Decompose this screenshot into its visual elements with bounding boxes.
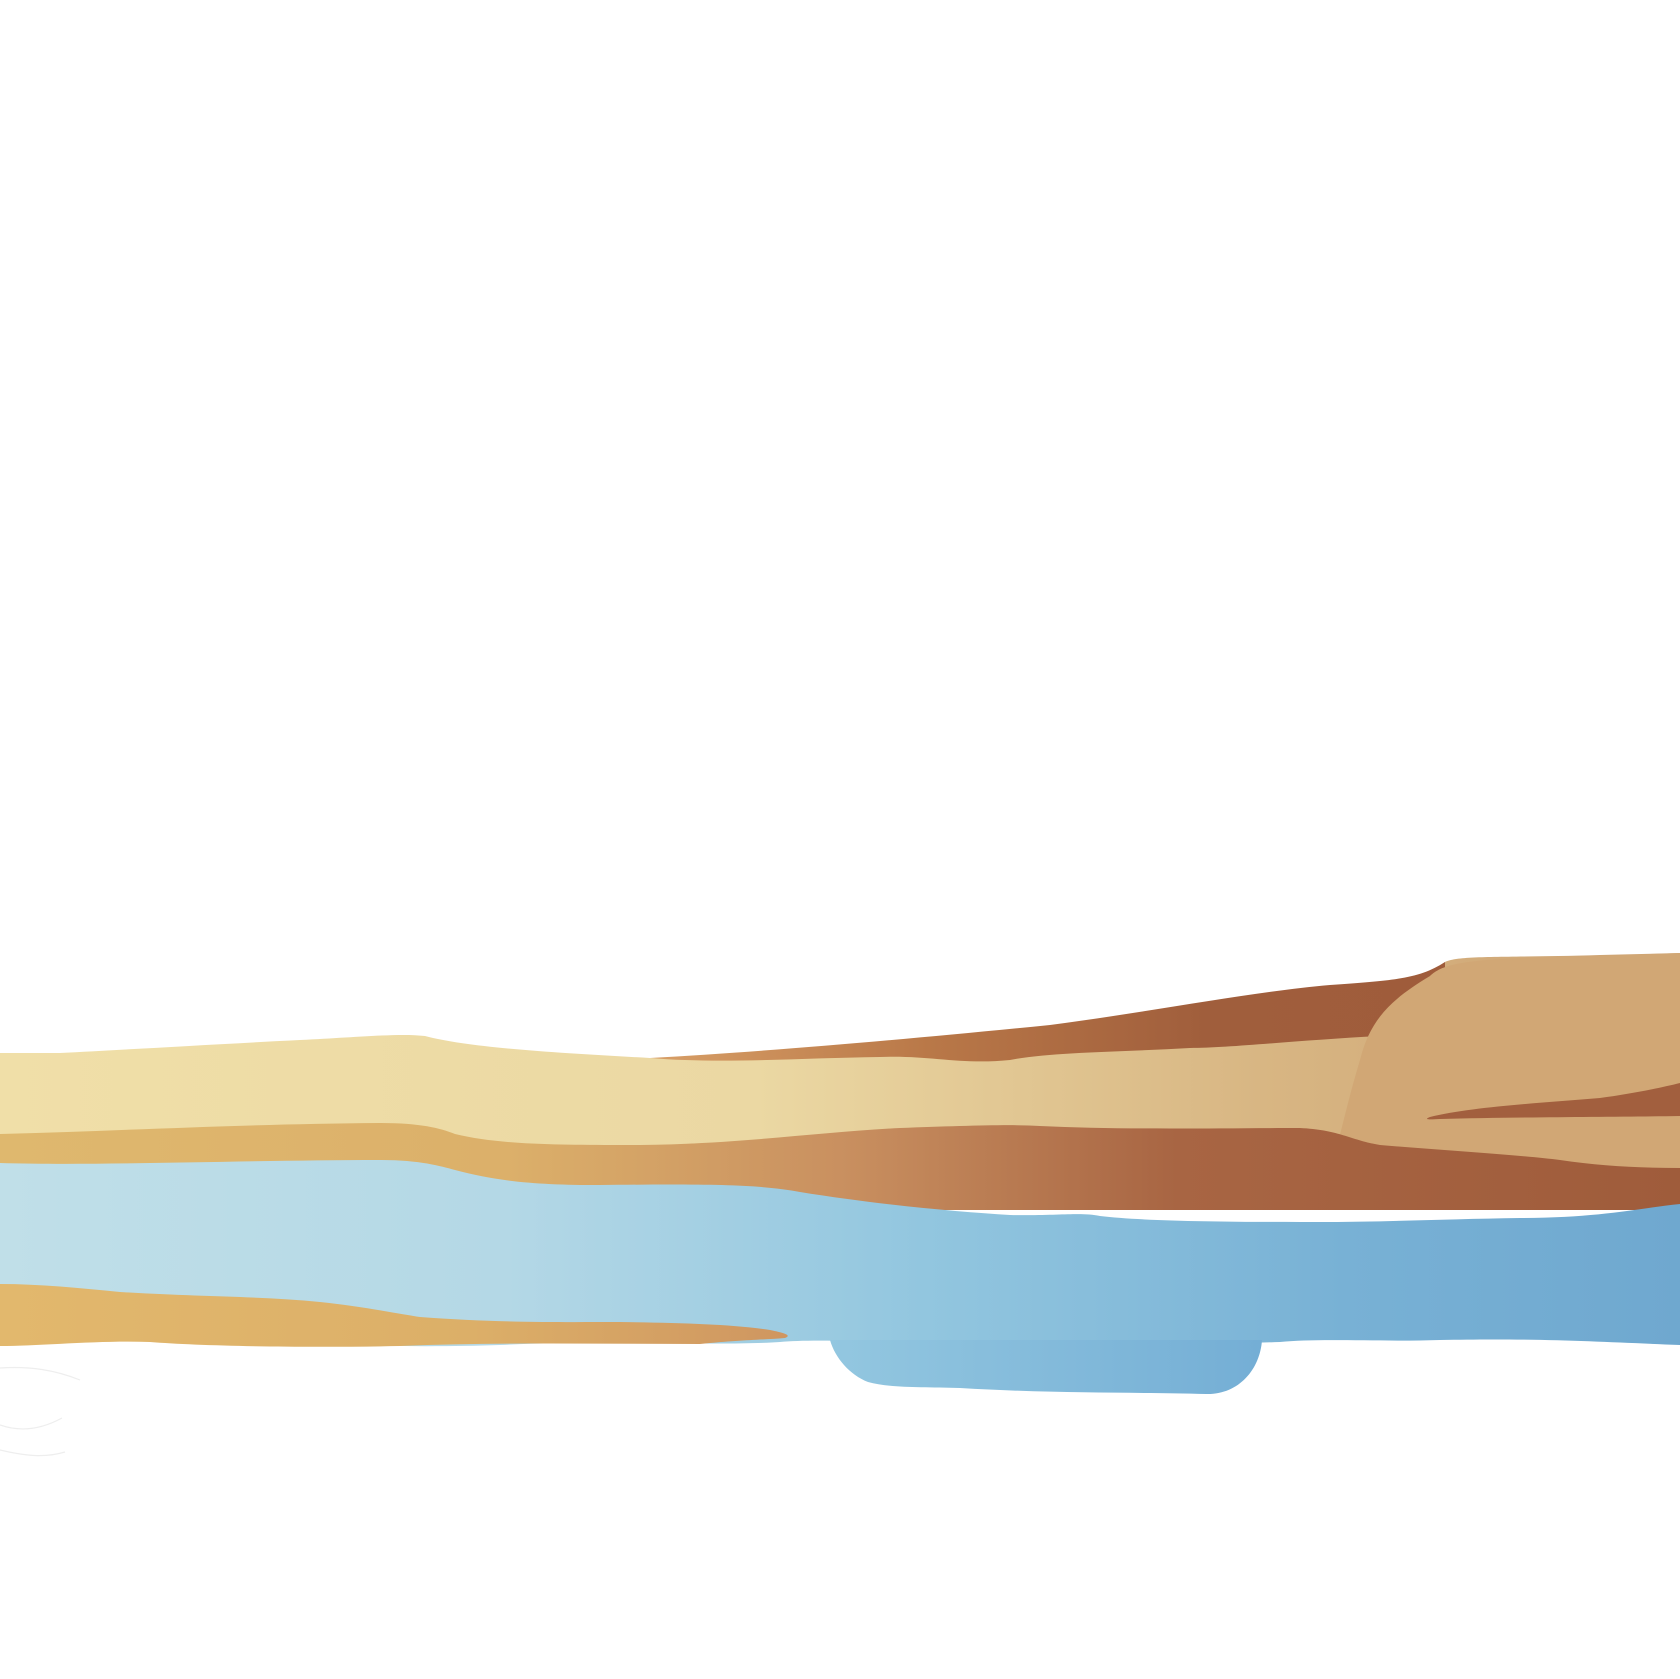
lower-ochre-band: [0, 1284, 788, 1347]
rust-wedge: [650, 962, 1445, 1062]
sketch-mark: [0, 1366, 81, 1457]
water-lens: [830, 1340, 1262, 1395]
rust-lens: [1427, 1083, 1680, 1120]
aquifer-band: [0, 1160, 1680, 1347]
